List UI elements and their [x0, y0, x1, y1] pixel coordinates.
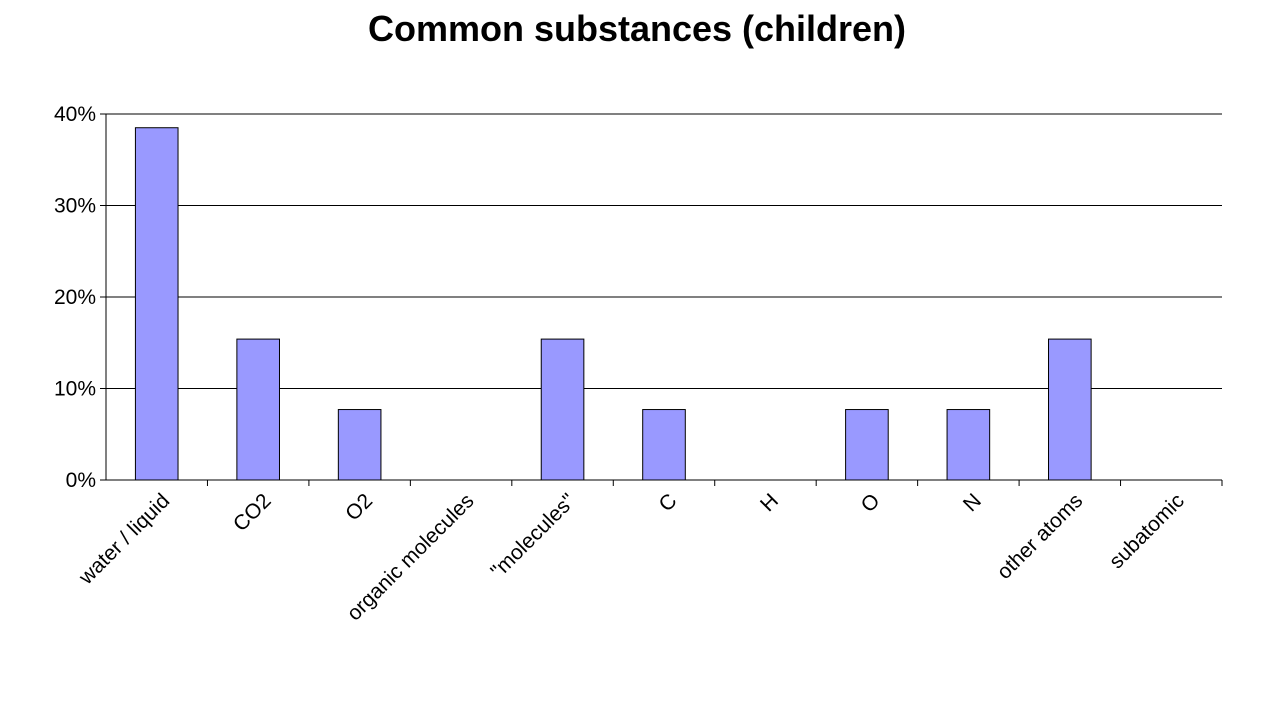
bar [134, 127, 179, 481]
y-tick-label: 20% [54, 286, 96, 309]
bar [642, 409, 686, 481]
bar [1048, 338, 1092, 481]
x-tick-label: "molecules" [486, 489, 580, 583]
x-tick-label: O [857, 489, 885, 517]
bar [540, 338, 585, 481]
x-tick-label: subatomic [1105, 489, 1189, 573]
bar [845, 409, 889, 481]
x-tick-label: O2 [341, 489, 377, 525]
bar [946, 409, 991, 481]
x-tick-label: H [756, 489, 783, 516]
y-tick-label: 30% [54, 195, 96, 218]
x-tick-label: CO2 [229, 489, 276, 536]
y-tick-label: 40% [54, 103, 96, 126]
chart-title: Common substances (children) [367, 8, 907, 49]
x-tick-label: water / liquid [74, 489, 174, 589]
x-tick-label: N [959, 489, 986, 516]
y-tick-label: 10% [54, 378, 96, 401]
x-tick-label: other atoms [993, 489, 1088, 584]
x-tick-label: C [655, 489, 682, 516]
bar [236, 338, 280, 481]
y-tick-label: 0% [66, 469, 96, 492]
bar [337, 409, 382, 481]
